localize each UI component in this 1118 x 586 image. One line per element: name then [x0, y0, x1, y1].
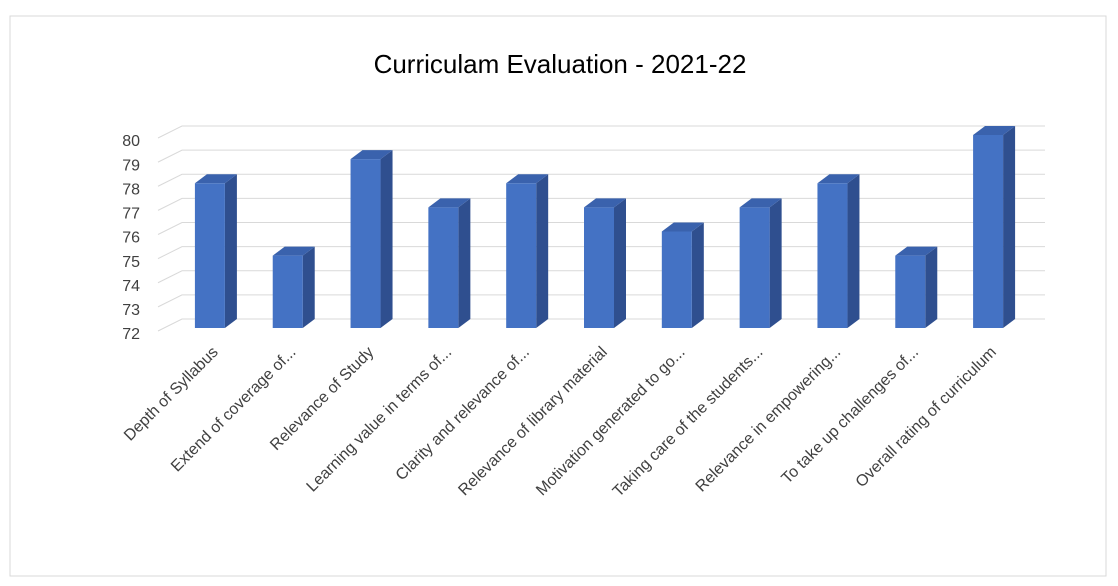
- y-tick-label: 73: [122, 302, 140, 319]
- grid-line: [157, 125, 1045, 139]
- y-tick-label: 74: [122, 278, 140, 295]
- bar-top: [895, 246, 938, 256]
- bar-top: [817, 174, 860, 184]
- bar-side: [1003, 126, 1016, 328]
- bar: [895, 255, 926, 328]
- bar: [817, 183, 848, 328]
- chart-border: [9, 15, 1107, 577]
- y-tick-label: 75: [122, 254, 140, 271]
- bar-side: [691, 222, 704, 328]
- bar-side: [458, 198, 471, 328]
- grid-line: [157, 149, 1045, 163]
- bar-top: [661, 222, 704, 232]
- bar-side: [536, 174, 549, 328]
- bar-top: [506, 174, 549, 184]
- bar: [661, 231, 692, 328]
- bar: [428, 207, 459, 328]
- bar: [584, 207, 614, 328]
- bar-top: [739, 198, 782, 208]
- y-tick-label: 80: [122, 133, 140, 150]
- y-tick-label: 78: [122, 181, 140, 198]
- bar-top: [584, 198, 626, 208]
- bar: [272, 255, 303, 328]
- bar-side: [224, 174, 237, 328]
- grid-line: [157, 173, 1045, 187]
- y-tick-label: 77: [122, 206, 140, 223]
- bar-side: [380, 150, 393, 328]
- y-tick-label: 76: [122, 230, 140, 247]
- bar-top: [272, 246, 315, 256]
- bar-side: [847, 174, 860, 328]
- bar-top: [350, 150, 393, 160]
- bar: [506, 183, 537, 328]
- chart-title: Curriculam Evaluation - 2021-22: [374, 49, 747, 79]
- y-tick-label: 79: [122, 157, 140, 174]
- bar-side: [614, 198, 626, 328]
- bar: [350, 159, 381, 328]
- bar: [973, 135, 1004, 328]
- y-tick-label: 72: [122, 326, 140, 343]
- bar-top: [973, 126, 1016, 135]
- bar: [194, 183, 225, 328]
- bar-top: [428, 198, 471, 208]
- bar-side: [925, 246, 938, 328]
- bar-side: [769, 198, 782, 328]
- bar-top: [194, 174, 237, 184]
- bar-side: [302, 246, 315, 328]
- bar: [739, 207, 770, 328]
